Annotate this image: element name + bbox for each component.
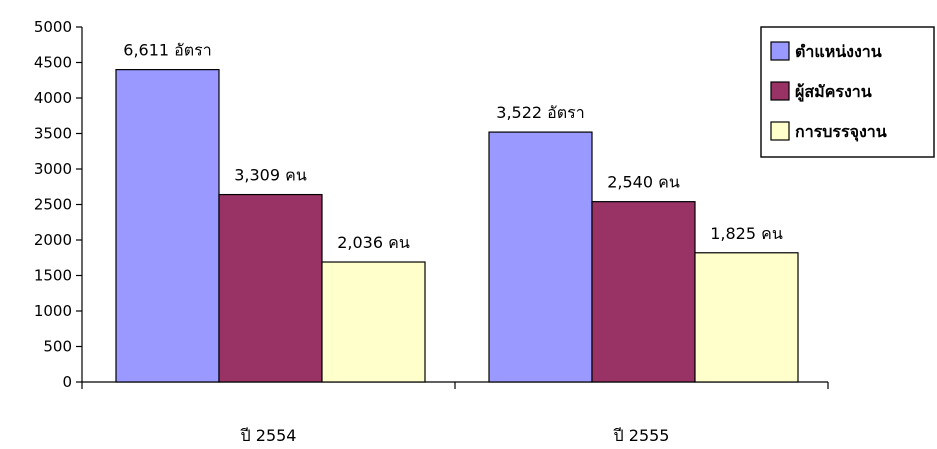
- legend-swatch: [770, 121, 790, 141]
- y-tick-label: 0: [62, 373, 72, 391]
- data-label: 6,611 อัตรา: [123, 41, 211, 60]
- legend-swatch: [770, 81, 790, 101]
- data-label: 2,036 คน: [337, 233, 410, 252]
- y-tick-label: 3000: [34, 160, 72, 178]
- y-tick-label: 500: [43, 338, 72, 356]
- data-label: 2,540 คน: [607, 173, 680, 192]
- bar: [115, 68, 220, 383]
- legend-entry: การบรรจุงาน: [795, 122, 887, 142]
- bars: [115, 68, 799, 383]
- y-tick-label: 4500: [34, 54, 72, 72]
- legend-entry: ผู้สมัครงาน: [795, 82, 872, 103]
- bar: [694, 252, 799, 383]
- bar: [488, 131, 593, 383]
- legend-box: [760, 26, 935, 158]
- x-axis: ปี 2554 ปี 2555: [81, 381, 829, 445]
- data-label: 1,825 คน: [710, 224, 783, 243]
- bar: [321, 261, 426, 383]
- y-tick-label: 3500: [34, 125, 72, 143]
- data-label: 3,309 คน: [234, 166, 307, 185]
- y-tick-label: 4000: [34, 89, 72, 107]
- y-tick-label: 5000: [34, 18, 72, 36]
- data-label: 3,522 อัตรา: [496, 103, 584, 122]
- y-tick-label: 1000: [34, 302, 72, 320]
- y-tick-label: 2500: [34, 196, 72, 214]
- bar: [591, 201, 696, 383]
- legend-entry: ตำแหน่งงาน: [795, 42, 882, 61]
- x-category-label: ปี 2554: [240, 426, 296, 445]
- y-tick-label: 2000: [34, 231, 72, 249]
- bar: [218, 193, 323, 383]
- legend-swatch: [770, 41, 790, 61]
- x-category-label: ปี 2555: [613, 426, 669, 445]
- data-labels: 6,611 อัตรา 3,309 คน 2,036 คน 3,522 อัตรา 2,…: [123, 41, 783, 252]
- y-tick-label: 1500: [34, 267, 72, 285]
- y-axis: 0 500 1000 1500 2000 2500 3000 3500 4000 4500 5000: [34, 18, 83, 391]
